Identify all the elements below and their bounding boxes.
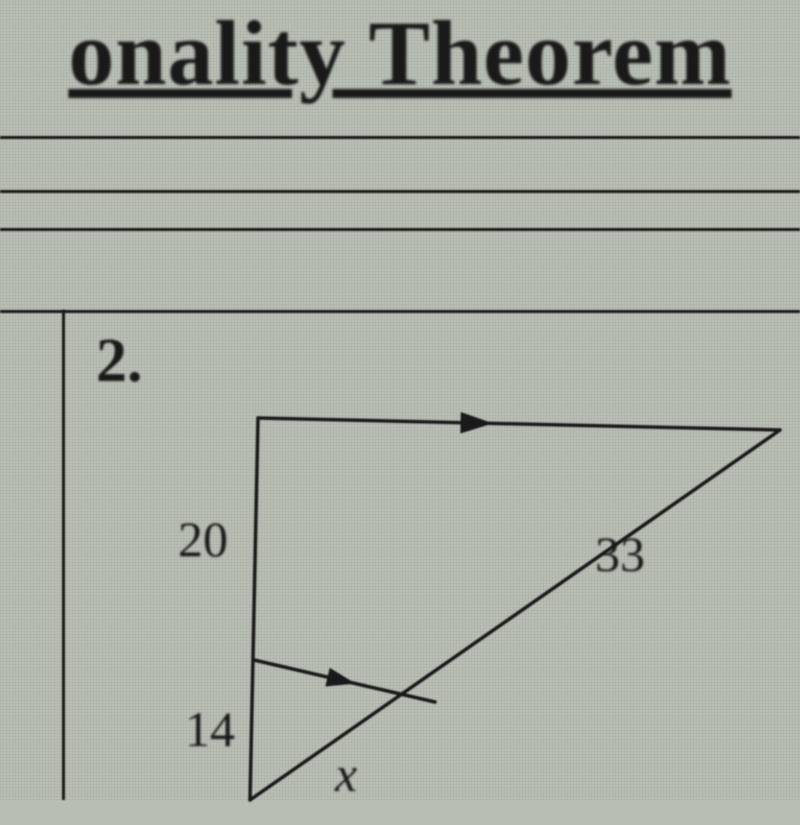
horizontal-rule-4 [0,310,800,313]
cell-left-border [62,310,65,800]
horizontal-rule-1 [0,136,800,139]
label-unknown: x [335,745,357,803]
title-row: onality Theorem [0,0,800,106]
label-upper-left: 20 [178,510,228,568]
horizontal-rule-3 [0,228,800,231]
label-lower-left: 14 [185,700,235,758]
problem-number: 2. [96,326,143,397]
label-hypotenuse: 33 [595,525,645,583]
horizontal-rule-2 [0,190,800,193]
page-title: onality Theorem [68,2,731,104]
